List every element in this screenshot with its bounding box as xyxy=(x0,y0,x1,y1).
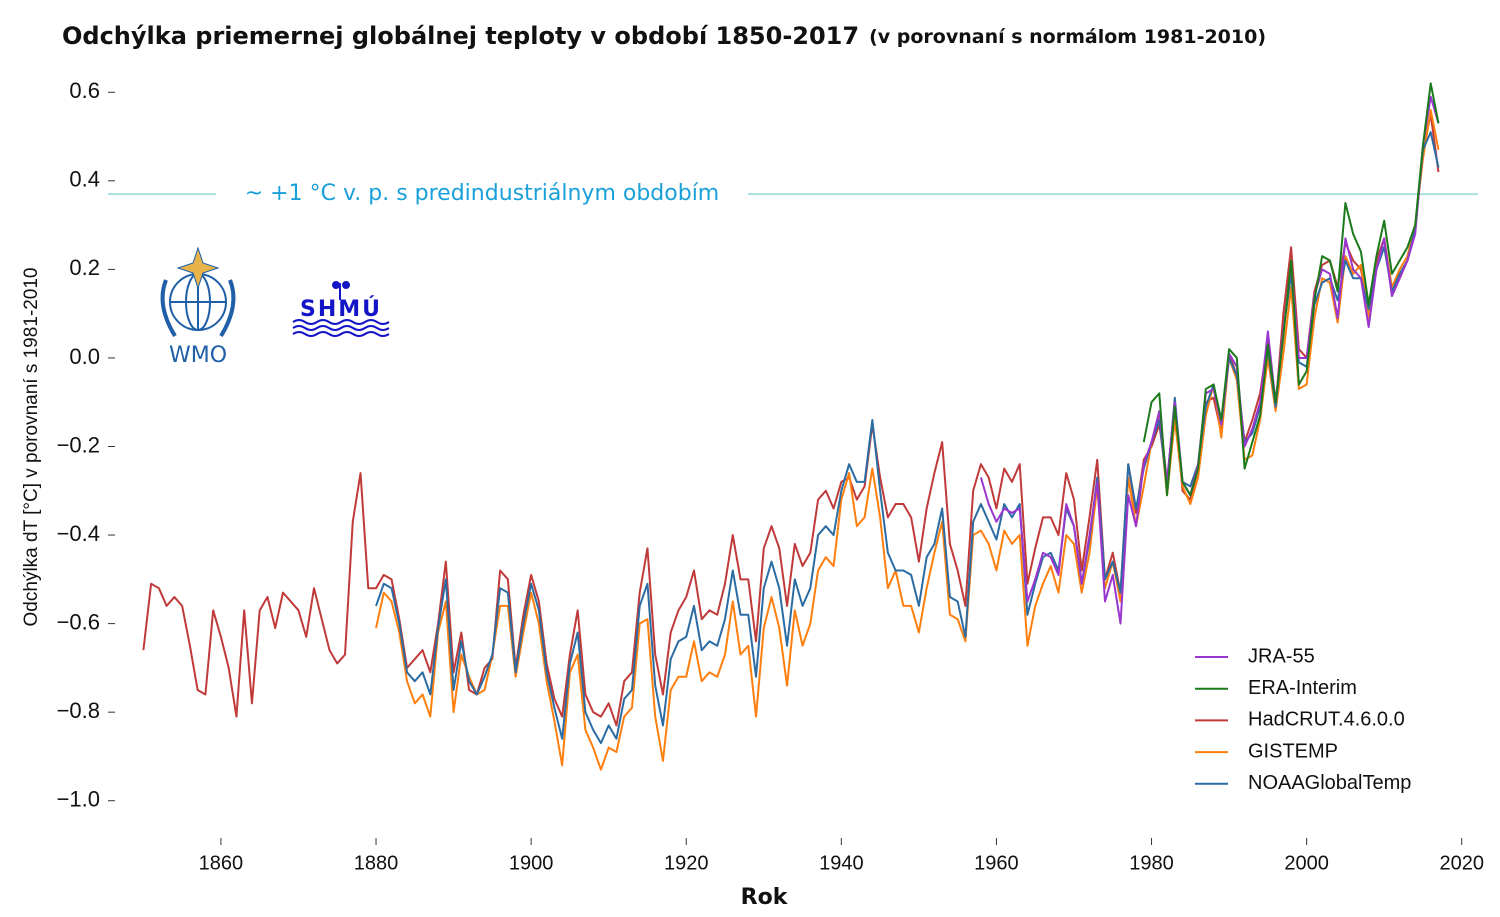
x-tick-label: 1980 xyxy=(1129,852,1174,874)
y-tick-label: −0.8 xyxy=(57,698,100,723)
x-tick-label: 1880 xyxy=(354,852,399,874)
y-tick-label: −0.4 xyxy=(57,521,100,546)
series-line xyxy=(375,108,1440,771)
series-line xyxy=(1142,82,1440,497)
legend-label: NOAAGlobalTemp xyxy=(1248,772,1411,794)
chart-title-block: Odchýlka priemernej globálnej teploty v … xyxy=(62,22,1266,50)
x-tick-label: 1940 xyxy=(819,852,864,874)
legend-label: GISTEMP xyxy=(1248,740,1338,762)
x-axis-label: Rok xyxy=(741,885,789,910)
shmu-logo xyxy=(292,281,390,337)
y-tick-label: 0.6 xyxy=(69,78,100,103)
y-tick-label: 0.0 xyxy=(69,344,100,369)
legend-label: JRA-55 xyxy=(1248,645,1315,667)
y-tick-label: −0.2 xyxy=(57,432,100,457)
y-tick-label: −0.6 xyxy=(57,609,100,634)
wmo-logo xyxy=(160,246,236,338)
chart-subtitle: (v porovnaní s normálom 1981-2010) xyxy=(869,26,1266,48)
chart-title: Odchýlka priemernej globálnej teploty v … xyxy=(62,22,859,50)
x-tick-label: 1960 xyxy=(974,852,1019,874)
y-tick-label: 0.4 xyxy=(69,167,100,192)
shmu-logo-text: SHMÚ xyxy=(300,296,382,322)
y-tick-label: −1.0 xyxy=(57,787,100,812)
x-tick-label: 1900 xyxy=(509,852,554,874)
x-tick-label: 2000 xyxy=(1284,852,1329,874)
wmo-logo-text: WMO xyxy=(169,343,227,368)
legend-label: ERA-Interim xyxy=(1248,677,1357,699)
legend-label: HadCRUT.4.6.0.0 xyxy=(1248,709,1405,731)
x-tick-label: 1860 xyxy=(199,852,244,874)
x-tick-label: 2020 xyxy=(1439,852,1484,874)
series-line xyxy=(979,95,1440,625)
reference-label: ~ +1 °C v. p. s predindustriálnym období… xyxy=(245,181,719,206)
y-tick-label: 0.2 xyxy=(69,255,100,280)
y-axis-label: Odchýlka dT [°C] v porovnaní s 1981-2010 xyxy=(21,268,42,627)
x-tick-label: 1920 xyxy=(664,852,709,874)
